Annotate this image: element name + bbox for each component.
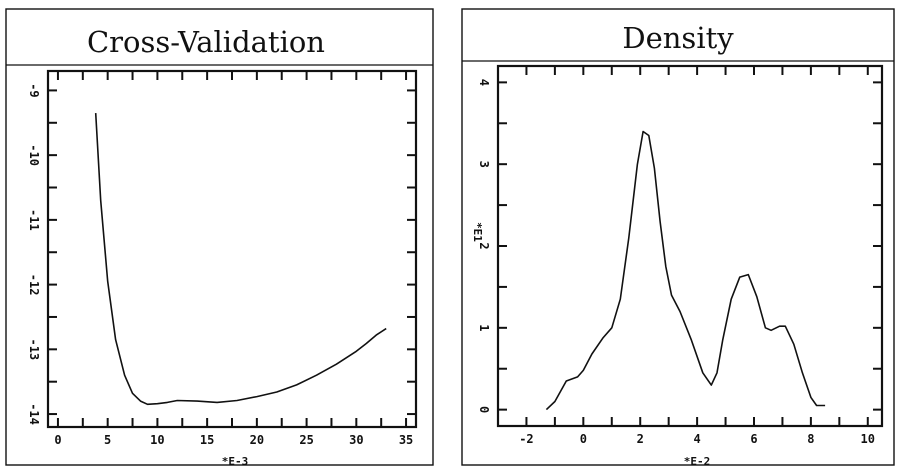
x-tick-label: 20 bbox=[250, 433, 264, 447]
y-tick-label: 3 bbox=[477, 161, 491, 168]
x-tick-label: 5 bbox=[104, 433, 111, 447]
x-tick-label: 6 bbox=[750, 432, 757, 446]
x-tick-label: 4 bbox=[693, 432, 700, 446]
x-tick-label: 25 bbox=[299, 433, 313, 447]
y-tick-label: -12 bbox=[27, 274, 41, 296]
y-tick-label: 0 bbox=[477, 406, 491, 413]
cv-curve bbox=[94, 113, 387, 406]
cv-axis-ticks bbox=[48, 71, 416, 427]
cv-panel-frame bbox=[5, 8, 434, 466]
density-chart-title: Density bbox=[622, 21, 734, 55]
x-tick-label: 8 bbox=[807, 432, 814, 446]
density-axis-ticks bbox=[498, 66, 882, 426]
y-tick-label: 2 bbox=[477, 242, 491, 249]
cv-panel: Cross-Validation 0 5 10 15 20 25 30 35 -9 -10 -11… bbox=[5, 8, 434, 468]
y-tick-label: 1 bbox=[477, 324, 491, 331]
density-panel-frame bbox=[461, 8, 895, 466]
cv-x-tick-labels: 0 5 10 15 20 25 30 35 bbox=[54, 433, 413, 447]
y-tick-label: -13 bbox=[27, 338, 41, 360]
density-curve bbox=[545, 130, 826, 411]
y-tick-label: -11 bbox=[27, 209, 41, 231]
density-panel: Density -2 0 2 4 6 8 10 0 1 2 3 4 *E-2 *E1 bbox=[461, 8, 895, 468]
x-tick-label: 0 bbox=[54, 433, 61, 447]
cv-y-tick-labels: -9 -10 -11 -12 -13 -14 bbox=[27, 83, 41, 425]
density-y-multiplier: *E1 bbox=[471, 222, 484, 242]
x-tick-label: 15 bbox=[200, 433, 214, 447]
x-tick-label: 35 bbox=[399, 433, 413, 447]
x-tick-label: 2 bbox=[637, 432, 644, 446]
y-tick-label: 4 bbox=[477, 79, 491, 86]
cv-x-multiplier: *E-3 bbox=[222, 455, 249, 468]
y-tick-label: -14 bbox=[27, 403, 41, 425]
density-x-tick-labels: -2 0 2 4 6 8 10 bbox=[519, 432, 875, 446]
density-y-tick-labels: 0 1 2 3 4 bbox=[477, 79, 491, 414]
cv-chart-title: Cross-Validation bbox=[87, 25, 325, 59]
cv-plot-area bbox=[46, 69, 418, 429]
x-tick-label: -2 bbox=[519, 432, 533, 446]
x-tick-label: 10 bbox=[861, 432, 875, 446]
y-tick-label: -10 bbox=[27, 144, 41, 166]
density-plot-area bbox=[496, 64, 884, 428]
y-tick-label: -9 bbox=[27, 83, 41, 97]
density-x-multiplier: *E-2 bbox=[684, 455, 711, 468]
x-tick-label: 0 bbox=[580, 432, 587, 446]
x-tick-label: 10 bbox=[150, 433, 164, 447]
x-tick-label: 30 bbox=[349, 433, 363, 447]
